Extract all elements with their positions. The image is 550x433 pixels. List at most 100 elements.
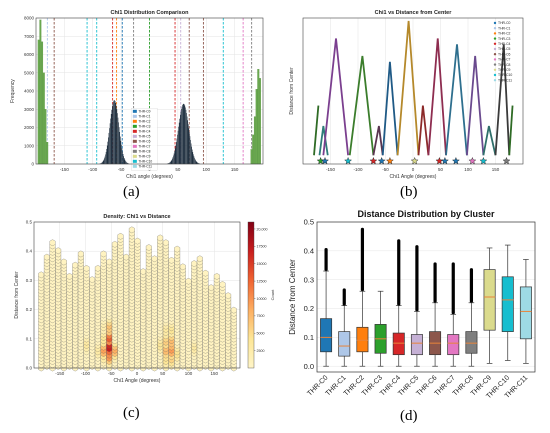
hexbin-cell	[134, 237, 141, 245]
histogram-bar	[196, 161, 198, 164]
histogram-bar	[113, 100, 115, 164]
histogram-bar	[198, 163, 200, 164]
x-tick-label: 150	[210, 371, 218, 376]
legend-entry: THR-C7	[138, 145, 150, 149]
histogram-bar	[168, 163, 170, 164]
histogram-bar	[191, 146, 192, 164]
x-tick-label: 50	[160, 371, 166, 376]
histogram-bar	[181, 106, 183, 164]
histogram-bar	[125, 161, 127, 164]
y-tick-label: 8000	[24, 16, 35, 21]
x-tick-label: 100	[185, 371, 193, 376]
histogram-bar	[100, 163, 102, 164]
legend-swatch	[132, 119, 137, 123]
y-tick-label: 0.5	[304, 218, 314, 227]
centroid-star-marker	[321, 156, 329, 165]
histogram-bar	[109, 128, 110, 164]
histogram-bar	[170, 160, 172, 164]
histogram-bar	[127, 163, 129, 164]
legend-marker	[493, 21, 497, 25]
y-tick-label: 0.2	[304, 304, 314, 313]
series-line-thr-c1	[381, 61, 399, 156]
histogram-bar	[41, 41, 44, 165]
histogram-bar	[172, 157, 174, 164]
histogram-bar	[177, 134, 178, 164]
legend-entry: THR-C1	[498, 26, 511, 30]
series-line-thr-c0	[318, 125, 329, 156]
y-axis-label: Distance from Center	[289, 67, 295, 115]
histogram-bar	[173, 153, 175, 164]
centroid-star-marker	[479, 156, 488, 165]
histogram-bar	[189, 132, 190, 164]
legend-swatch	[132, 124, 137, 128]
histogram-bar	[190, 143, 192, 164]
x-tick-label: -50	[382, 167, 389, 172]
histogram-bar	[127, 163, 128, 164]
histogram-bar	[110, 118, 111, 164]
histogram-bar	[255, 89, 258, 165]
y-tick-label: 7000	[24, 34, 35, 39]
centroid-star-marker	[344, 156, 353, 165]
legend-swatch	[132, 109, 137, 113]
box-thr-c9	[483, 269, 496, 331]
colorbar	[247, 221, 255, 369]
outlier-cluster	[415, 245, 419, 312]
histogram-bar	[104, 158, 105, 164]
legend-marker	[493, 32, 497, 35]
histogram-bar	[106, 145, 108, 164]
histogram-bar	[179, 118, 181, 164]
y-tick-label: 4000	[24, 89, 35, 94]
x-axis-label: Chi1 angle (degrees)	[126, 174, 173, 180]
legend-entry: THR-C11	[138, 165, 152, 169]
histogram-bar	[189, 136, 191, 164]
x-tick-label: 50	[175, 167, 181, 172]
chart-title: Chi1 vs Distance from Center	[375, 10, 453, 16]
series-line-thr-c5	[466, 55, 485, 156]
series-line-thr-c11	[445, 44, 468, 156]
legend-entry: THR-C6	[138, 140, 150, 144]
series-line-thr-c7	[427, 38, 447, 156]
chart-b-svg: -150 -100 -50 0 50 100 150 Chi1 vs Distance fro…	[289, 10, 524, 180]
hexbin-cell	[83, 265, 90, 272]
histogram-bar	[184, 105, 186, 164]
histogram-bar	[107, 141, 109, 164]
x-axis-label: Chi1 Angle (degrees)	[114, 378, 161, 384]
y-axis-label: Distance from Center	[288, 259, 297, 335]
histogram-bar	[259, 78, 261, 165]
series-line-thr-c10	[482, 125, 497, 156]
histogram-bar	[44, 109, 47, 165]
histogram-bar	[120, 140, 122, 164]
histogram-bar	[170, 161, 171, 164]
x-tick-label: -150	[326, 167, 336, 172]
legend-swatch	[132, 159, 137, 163]
legend-entry: THR-C4	[138, 130, 150, 134]
hexbin-cell	[145, 244, 152, 251]
series-line-thr-c3	[348, 55, 375, 156]
plot-border	[33, 221, 241, 369]
y-tick-label: 0.4	[304, 246, 314, 255]
x-tick-label: 100	[464, 167, 472, 172]
legend-entry: THR-C3	[138, 125, 150, 129]
histogram-bar	[123, 156, 124, 164]
histogram-bar	[172, 158, 173, 164]
histogram-bar	[104, 156, 106, 164]
histogram-bar	[178, 122, 180, 164]
legend-entry: THR-C4	[498, 42, 511, 46]
histogram-bar	[126, 162, 127, 164]
y-tick-label: 5000	[24, 70, 35, 75]
box-thr-c7	[447, 334, 460, 356]
plot-border	[35, 17, 264, 165]
histogram-bar	[197, 162, 199, 164]
histogram-bar	[257, 68, 260, 165]
histogram-bar	[190, 139, 191, 164]
legend-swatch	[132, 114, 137, 118]
legend-marker	[493, 58, 497, 61]
panel-d-box-plot: 0.0 0.1 0.2 0.3 0.4 0.5 Distance Distribution …	[283, 208, 545, 404]
series-line-thr-c4	[417, 105, 430, 156]
colorbar-tick-label: 17500	[257, 245, 267, 249]
chart-d-svg: 0.0 0.1 0.2 0.3 0.4 0.5 Distance Distribution …	[288, 209, 536, 400]
histogram-bar	[197, 162, 198, 164]
histogram-bar	[191, 149, 193, 164]
histogram-bar	[194, 157, 195, 164]
histogram-bar	[185, 109, 187, 164]
